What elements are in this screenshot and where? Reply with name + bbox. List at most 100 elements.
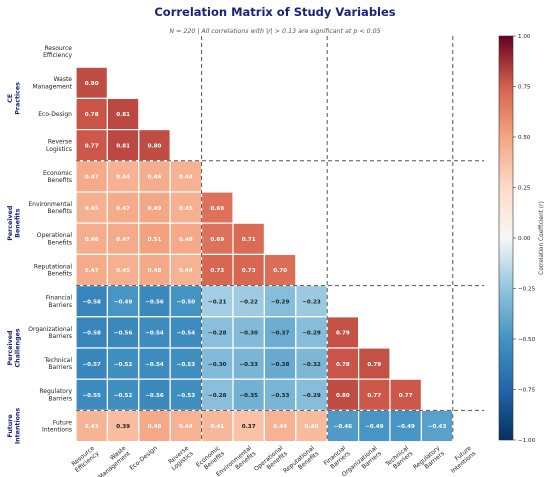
column-label: TechnicalBarriers <box>384 445 415 474</box>
heatmap-cell <box>106 253 140 287</box>
heatmap-cell <box>232 316 265 349</box>
cell-value-label: 0.43 <box>85 424 99 430</box>
cell-value-label: 0.71 <box>242 237 256 243</box>
cell-value-label: 0.48 <box>148 268 162 274</box>
cell-value-label: 0.48 <box>148 424 162 430</box>
cell-value-label: −0.23 <box>302 299 321 305</box>
cell-value-label: 0.49 <box>148 206 162 212</box>
heatmap-cell <box>106 409 140 443</box>
cell-value-label: 0.37 <box>242 424 256 430</box>
cell-value-label: −0.50 <box>177 299 196 305</box>
cell-value-label: 0.77 <box>85 143 99 149</box>
cell-value-label: 0.51 <box>148 237 162 243</box>
heatmap-cell <box>326 347 360 380</box>
cell-value-label: −0.57 <box>82 362 101 368</box>
heatmap-cells: 0.80 0.78 0.81 0.77 0.81 0.80 0.47 0.44 0.46 0.44… <box>75 66 454 443</box>
heatmap-cell <box>389 409 422 443</box>
cell-value-label: 0.80 <box>85 81 99 87</box>
column-label: ResourceEfficiency <box>69 444 100 474</box>
row-label: Eco-Design <box>38 111 72 118</box>
heatmap-cell <box>169 347 203 380</box>
colorbar-tick-label: −0.25 <box>518 287 536 293</box>
cell-value-label: 0.80 <box>148 143 162 149</box>
heatmap-cell <box>169 222 203 255</box>
cell-value-label: −0.33 <box>239 362 258 368</box>
cell-value-label: −0.56 <box>114 331 133 337</box>
cell-value-label: −0.49 <box>365 424 384 430</box>
cell-value-label: 0.41 <box>210 424 224 430</box>
cell-value-label: 0.44 <box>179 424 193 430</box>
group-label: PerceivedBenefits <box>7 206 21 241</box>
heatmap-cell <box>169 191 203 224</box>
cell-value-label: −0.35 <box>239 393 258 399</box>
row-label: Regulatory Barriers <box>39 388 72 402</box>
heatmap-cell <box>232 347 265 380</box>
colorbar-tick-label: 0.00 <box>518 236 531 242</box>
cell-value-label: −0.38 <box>271 362 290 368</box>
group-dividers <box>76 36 485 442</box>
cell-value-label: 0.80 <box>336 393 350 399</box>
colorbar-tick-label: 0.25 <box>518 186 531 192</box>
cell-value-label: 0.45 <box>179 206 193 212</box>
cell-value-label: −0.58 <box>82 331 101 337</box>
cell-value-label: −0.28 <box>208 393 227 399</box>
heatmap-cell <box>75 378 108 412</box>
colorbar-tick-label: −0.75 <box>518 388 536 394</box>
row-labels: Resource Efficiency Waste Management Eco-Des… <box>28 45 72 434</box>
heatmap-cell <box>232 378 265 412</box>
cell-value-label: −0.49 <box>114 299 133 305</box>
heatmap-cell <box>295 347 328 380</box>
row-label: Resource Efficiency <box>43 45 72 59</box>
heatmap-cell <box>106 160 140 193</box>
cell-value-label: −0.53 <box>177 393 196 399</box>
row-label: Reputational Benefits <box>34 263 72 277</box>
cell-value-label: −0.29 <box>271 299 290 305</box>
heatmap-cell <box>106 222 140 255</box>
colorbar-tick-label: 0.50 <box>518 135 531 141</box>
cell-value-label: 0.81 <box>116 143 130 149</box>
cell-value-label: 0.45 <box>85 206 99 212</box>
cell-value-label: −0.46 <box>334 424 353 430</box>
heatmap-cell <box>201 347 234 380</box>
cell-value-label: 0.73 <box>242 268 256 274</box>
cell-value-label: 0.73 <box>210 268 224 274</box>
cell-value-label: 0.78 <box>336 362 350 368</box>
heatmap-cell <box>201 222 234 255</box>
heatmap-cell <box>169 378 203 412</box>
cell-value-label: 0.79 <box>367 362 381 368</box>
cell-value-label: 0.79 <box>336 331 350 337</box>
column-label: EnvironmentalBenefits <box>215 445 258 477</box>
cell-value-label: 0.44 <box>179 175 193 181</box>
cell-value-label: 0.44 <box>273 424 287 430</box>
cell-value-label: 0.77 <box>399 393 413 399</box>
cell-value-label: −0.22 <box>239 299 258 305</box>
heatmap-cell <box>169 160 203 193</box>
cell-value-label: 0.81 <box>116 112 130 118</box>
cell-value-label: 0.69 <box>210 206 224 212</box>
heatmap-cell <box>232 222 265 255</box>
cell-value-label: −0.54 <box>145 331 164 337</box>
cell-value-label: 0.46 <box>85 237 99 243</box>
cell-value-label: −0.52 <box>114 393 133 399</box>
cell-value-label: −0.54 <box>177 331 196 337</box>
cell-value-label: −0.29 <box>302 331 321 337</box>
heatmap-cell <box>75 253 108 287</box>
heatmap-cell <box>106 191 140 224</box>
cell-value-label: −0.56 <box>145 393 164 399</box>
cell-value-label: 0.44 <box>116 175 130 181</box>
column-label: RegulatoryBarriers <box>412 444 446 476</box>
cell-value-label: 0.39 <box>116 424 130 430</box>
group-labels: CEPractices PerceivedBenefits PerceivedCha… <box>7 82 21 444</box>
row-label: Waste Management <box>32 76 72 90</box>
cell-value-label: −0.43 <box>428 424 447 430</box>
chart-subtitle: N = 220 | All correlations with |r| > 0.… <box>169 27 380 35</box>
column-labels: ResourceEfficiency WasteManagementEco-Des… <box>69 444 477 477</box>
heatmap-cell <box>138 129 171 162</box>
row-label: Operational Benefits <box>37 232 73 246</box>
cell-value-label: 0.78 <box>85 112 99 118</box>
cell-value-label: −0.53 <box>177 362 196 368</box>
cell-value-label: 0.47 <box>116 237 130 243</box>
colorbar-gradient <box>498 35 514 441</box>
cell-value-label: −0.55 <box>82 393 101 399</box>
colorbar-tick-label: 1.00 <box>518 34 531 40</box>
